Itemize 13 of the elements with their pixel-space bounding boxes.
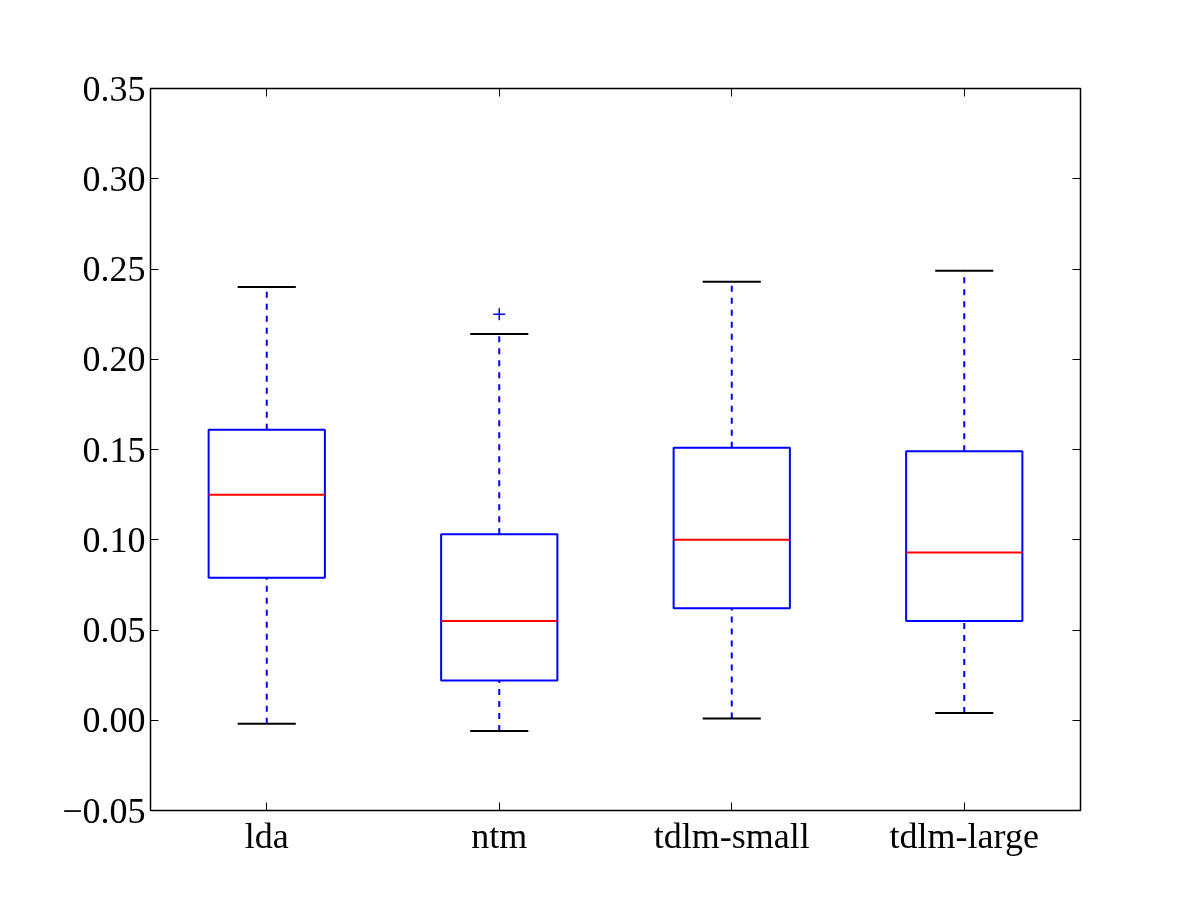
y-tick-label: 0.20	[82, 339, 146, 380]
y-tick-label: 0.30	[82, 158, 146, 199]
y-tick-label: 0.15	[82, 429, 146, 470]
y-tick-label: 0.05	[82, 610, 146, 650]
y-tick-label: 0.35	[82, 68, 146, 109]
y-tick-label: 0.00	[82, 700, 146, 741]
x-tick-label: ntm	[471, 815, 528, 856]
y-tick-label: −0.05	[62, 790, 146, 831]
y-tick-label: 0.10	[82, 519, 146, 560]
x-tick-label: lda	[244, 815, 289, 856]
x-tick-label: tdlm-small	[653, 815, 810, 856]
x-tick-label: tdlm-large	[889, 815, 1039, 856]
y-tick-label: 0.25	[82, 249, 146, 289]
